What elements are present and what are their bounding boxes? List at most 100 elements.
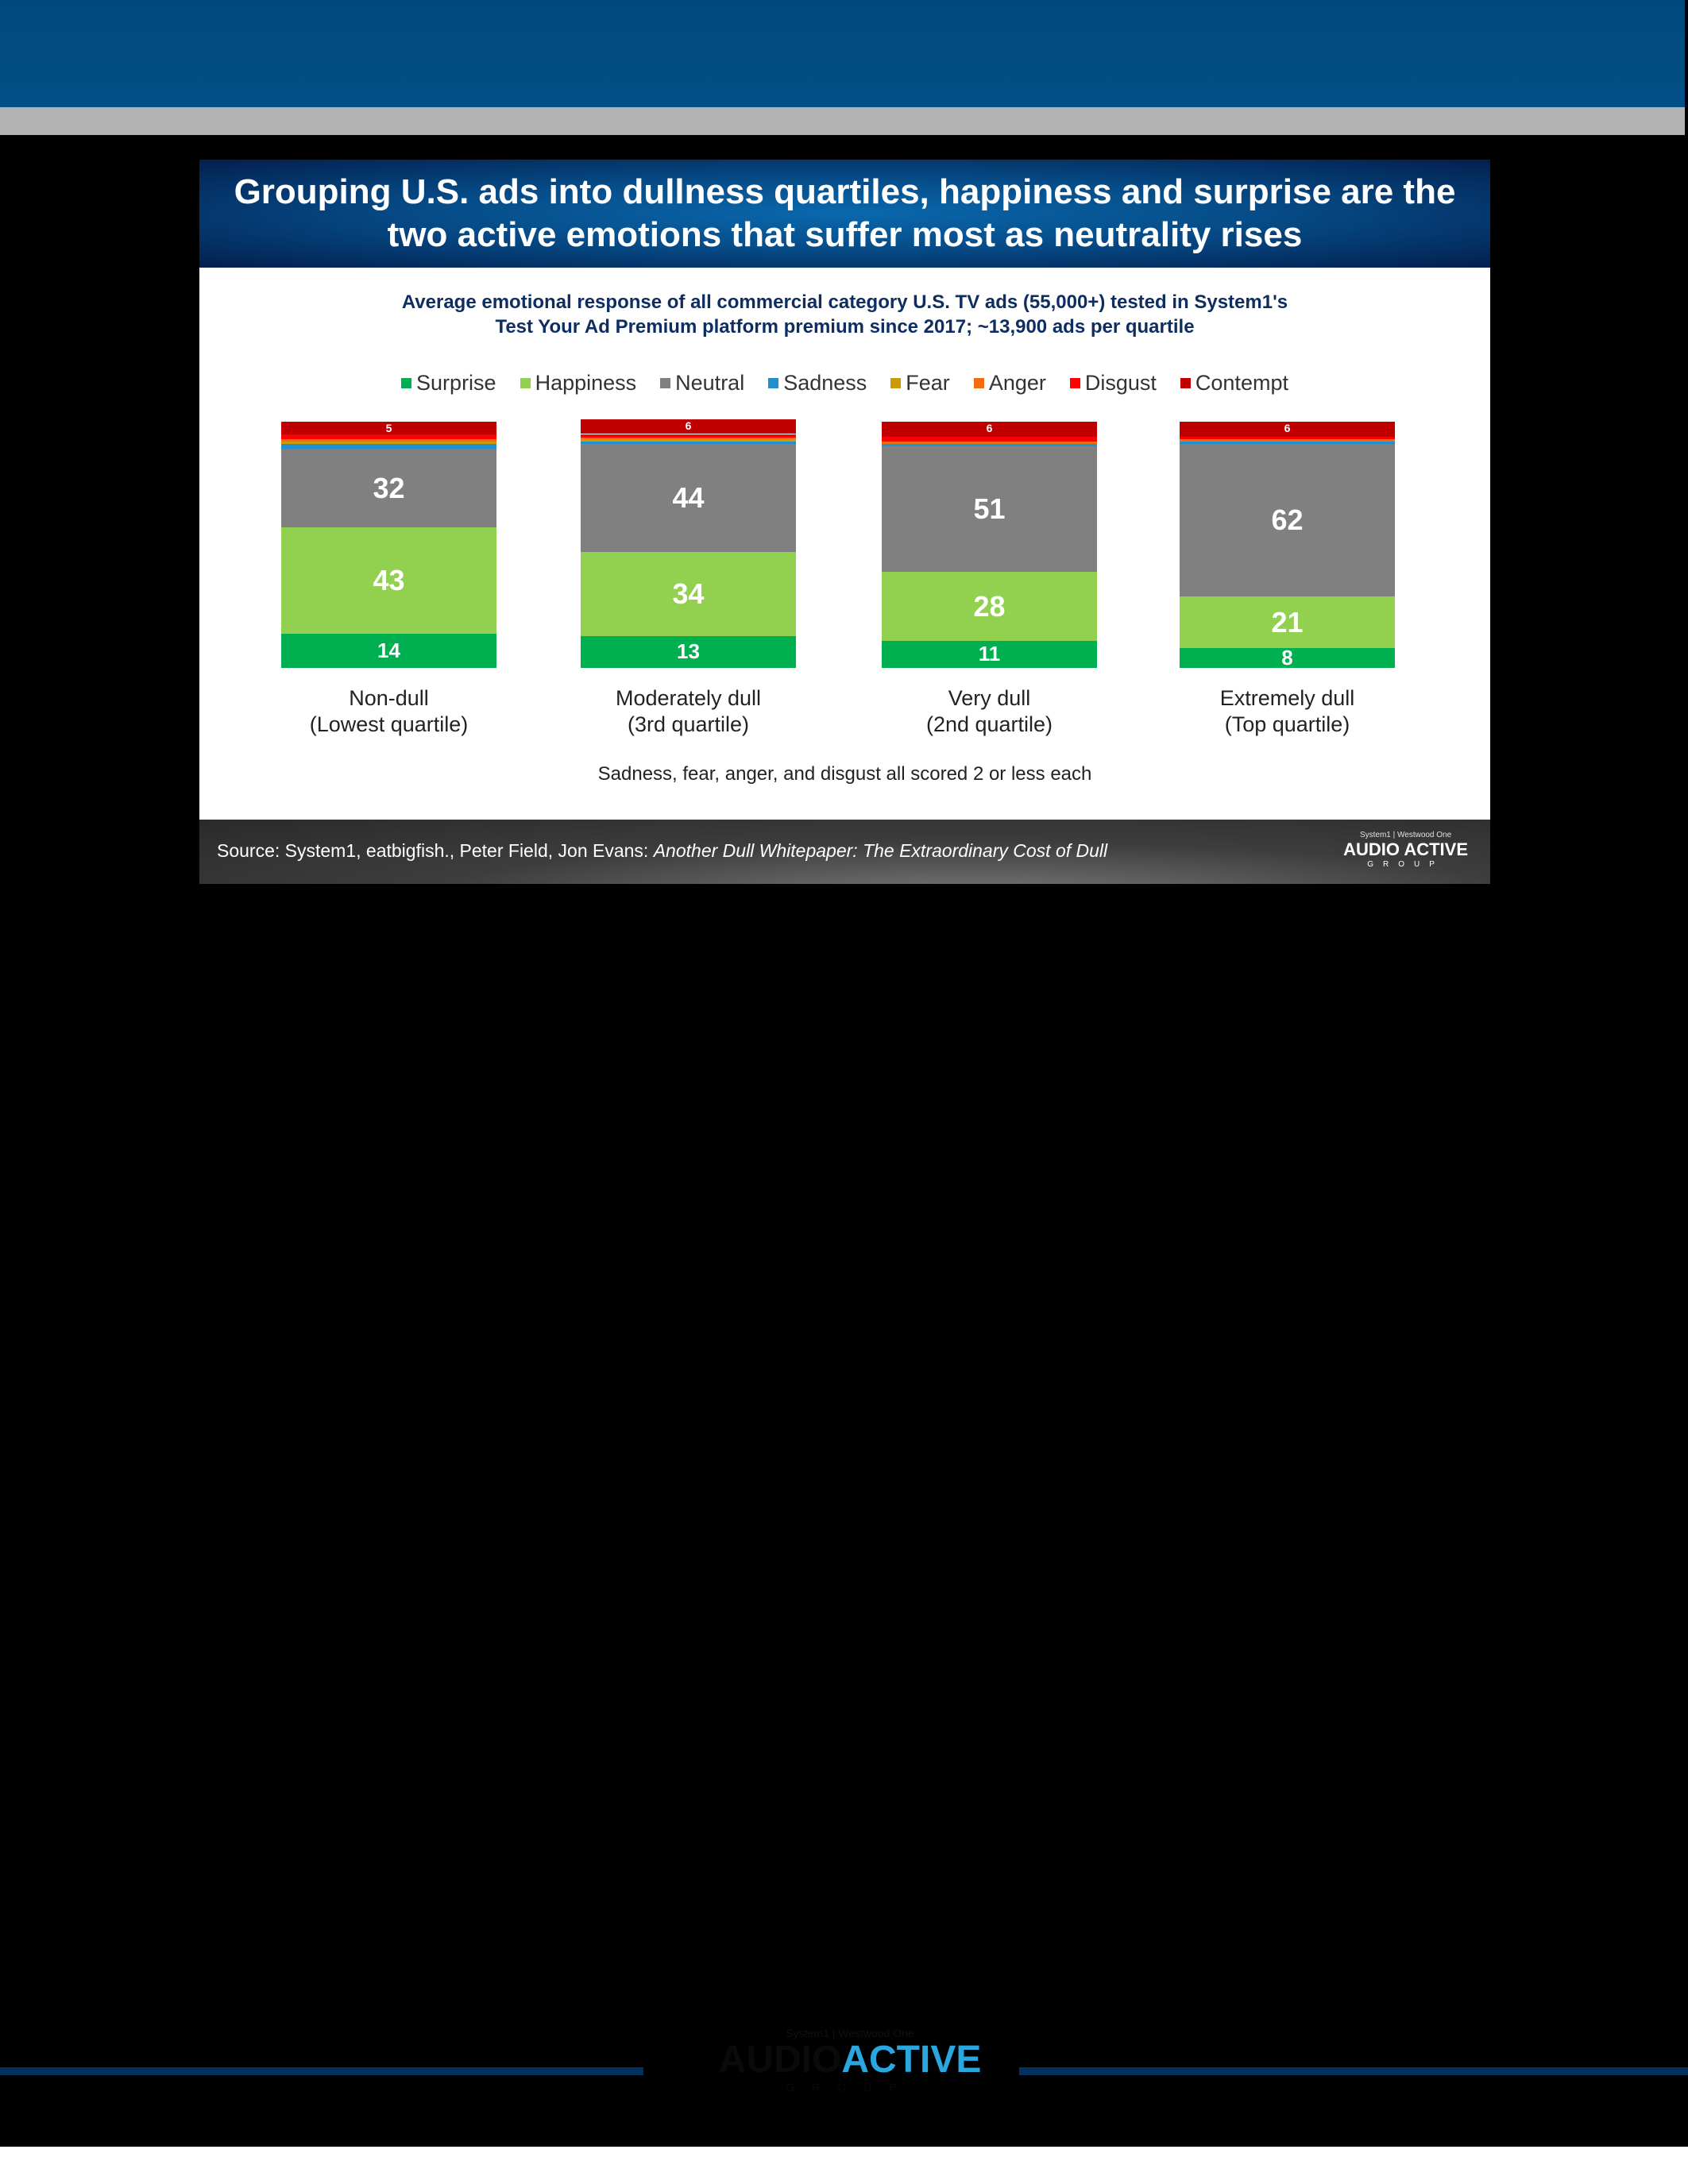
data-label: 6	[1284, 422, 1291, 435]
data-label: 62	[1271, 504, 1304, 537]
data-label: 28	[973, 589, 1006, 623]
bar-segment-contempt: 6	[581, 419, 796, 434]
bar-segment-surprise: 13	[581, 635, 796, 668]
legend-swatch	[660, 378, 671, 388]
bottom-logo: System1 | Westwood One AUDIOACTIVE GROUP	[691, 2027, 1009, 2093]
audio-active-logo: System1 | Westwood One AUDIO ACTIVE GROU…	[1343, 831, 1468, 869]
legend-label: Neutral	[675, 371, 745, 395]
bar-segment-anger	[281, 438, 496, 442]
bar-segment-fear	[581, 438, 796, 442]
logo-partners: System1 | Westwood One	[1359, 831, 1452, 839]
category-label: Moderately dull (3rd quartile)	[546, 685, 832, 738]
chart-slide: Grouping U.S. ads into dullness quartile…	[199, 160, 1490, 884]
bar-segment-sadness	[281, 443, 496, 450]
bottom-logo-active: ACTIVE	[841, 2039, 982, 2081]
data-label: 32	[373, 471, 405, 504]
footer-line-left	[0, 2067, 643, 2075]
legend-item-sadness: Sadness	[768, 371, 867, 396]
source-footer: Source: System1, eatbigfish., Peter Fiel…	[199, 820, 1490, 884]
bar-segment-neutral: 51	[882, 446, 1097, 573]
category-label-line1: Extremely dull	[1219, 686, 1355, 710]
source-title: Another Dull Whitepaper: The Extraordina…	[653, 840, 1108, 861]
data-label: 34	[672, 577, 705, 610]
chart-subtitle: Average emotional response of all commer…	[199, 290, 1490, 339]
legend-swatch	[768, 378, 779, 388]
source-text: Source: System1, eatbigfish., Peter Fiel…	[217, 840, 1107, 862]
logo-wordmark: AUDIO ACTIVE	[1343, 839, 1468, 859]
bar-segment-anger	[581, 438, 796, 439]
bar-segment-surprise: 8	[1180, 646, 1395, 669]
data-label: 13	[677, 639, 700, 664]
category-label: Non-dull (Lowest quartile)	[246, 685, 532, 738]
bar-segment-happiness: 28	[882, 572, 1097, 641]
bar-segment-sadness	[882, 443, 1097, 446]
data-label: 11	[978, 642, 1001, 666]
legend-label: Surprise	[416, 371, 496, 395]
category-label-line2: (2nd quartile)	[925, 712, 1053, 736]
bar-0: 14 43 32 5	[281, 422, 496, 668]
bar-3: 8 21 62 6	[1180, 422, 1395, 669]
bar-2: 11 28 51 6	[882, 422, 1097, 668]
legend-swatch	[890, 378, 902, 388]
legend-swatch	[973, 378, 984, 388]
legend-item-neutral: Neutral	[660, 371, 744, 396]
data-label: 5	[385, 422, 392, 434]
legend-label: Anger	[988, 371, 1046, 395]
data-label: 14	[377, 638, 400, 662]
legend-swatch	[401, 378, 412, 388]
bar-segment-happiness: 34	[581, 552, 796, 636]
bar-segment-contempt: 5	[281, 422, 496, 434]
category-label: Very dull (2nd quartile)	[847, 685, 1133, 738]
bar-segment-sadness	[581, 441, 796, 444]
bar-segment-neutral: 62	[1180, 443, 1395, 597]
legend-swatch	[520, 378, 531, 388]
legend-item-anger: Anger	[973, 371, 1046, 396]
bar-segment-neutral: 44	[581, 443, 796, 553]
legend-item-fear: Fear	[890, 371, 950, 396]
category-label: Extremely dull (Top quartile)	[1145, 685, 1431, 738]
slide-title: Grouping U.S. ads into dullness quartile…	[199, 160, 1490, 268]
bar-segment-fear	[281, 441, 496, 444]
chart-legend: Surprise Happiness Neutral Sadness Fear Anger…	[199, 371, 1490, 396]
legend-item-contempt: Contempt	[1180, 371, 1288, 396]
legend-swatch	[1069, 378, 1080, 388]
bar-segment-anger	[882, 441, 1097, 444]
bar-segment-happiness: 43	[281, 527, 496, 634]
legend-label: Contempt	[1195, 371, 1288, 395]
legend-label: Disgust	[1084, 371, 1157, 395]
bar-segment-disgust	[1180, 436, 1395, 439]
bar-segment-surprise: 11	[882, 640, 1097, 668]
bar-segment-anger	[1180, 438, 1395, 442]
subtitle-line-1: Average emotional response of all commer…	[401, 291, 1288, 313]
bar-segment-contempt: 6	[882, 422, 1097, 437]
category-label-line1: Very dull	[948, 686, 1031, 710]
bar-segment-contempt: 6	[1180, 422, 1395, 437]
data-label: 21	[1271, 605, 1304, 639]
legend-swatch	[1180, 378, 1191, 388]
source-prefix: Source: System1, eatbigfish., Peter Fiel…	[217, 840, 654, 861]
category-label-line1: Non-dull	[349, 686, 429, 710]
data-label: 6	[986, 422, 993, 435]
category-label-line2: (3rd quartile)	[627, 712, 750, 736]
category-label-line1: Moderately dull	[615, 686, 762, 710]
legend-label: Happiness	[535, 371, 637, 395]
data-label: 51	[973, 492, 1006, 526]
category-label-line2: (Top quartile)	[1224, 712, 1350, 736]
bar-1: 13 34 44 6	[581, 419, 796, 668]
bar-segment-surprise: 14	[281, 633, 496, 668]
bar-segment-neutral: 32	[281, 449, 496, 528]
legend-item-disgust: Disgust	[1069, 371, 1157, 396]
data-label: 6	[685, 419, 692, 432]
chart-note: Sadness, fear, anger, and disgust all sc…	[597, 763, 1092, 785]
bar-segment-disgust	[281, 434, 496, 439]
bar-segment-happiness: 21	[1180, 596, 1395, 649]
bottom-logo-group: GROUP	[786, 2081, 914, 2093]
logo-group: GROUP	[1367, 860, 1444, 869]
header-band	[0, 0, 1685, 107]
category-label-line2: (Lowest quartile)	[309, 712, 469, 736]
bottom-logo-partners: System1 | Westwood One	[786, 2027, 914, 2039]
legend-label: Fear	[906, 371, 950, 395]
bar-segment-sadness	[1180, 441, 1395, 444]
legend-item-surprise: Surprise	[401, 371, 496, 396]
footer-line-right	[1019, 2067, 1688, 2075]
